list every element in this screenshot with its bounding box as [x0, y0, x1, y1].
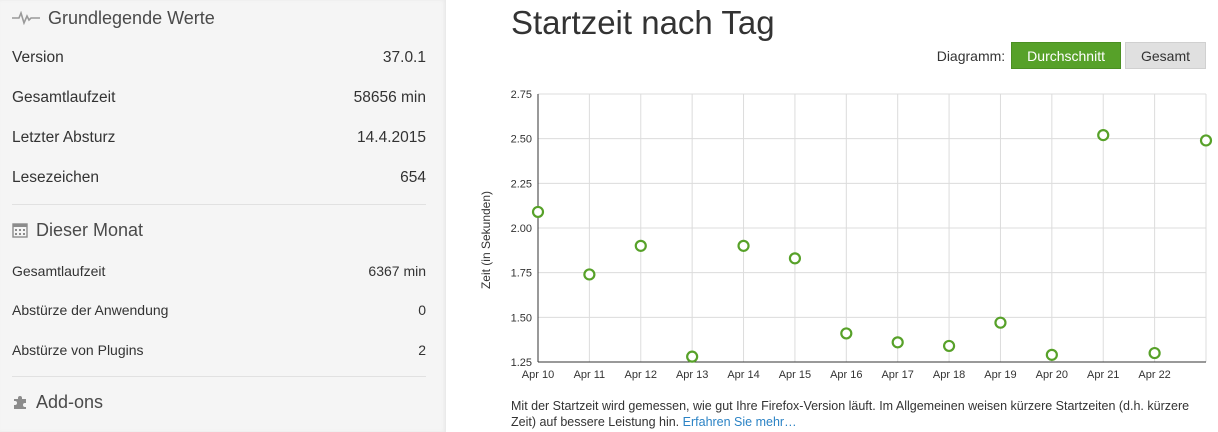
data-point: [788, 252, 802, 265]
calendar-icon: [12, 220, 42, 240]
average-button[interactable]: Durchschnitt: [1011, 42, 1121, 69]
stat-row-month-runtime: Gesamtlaufzeit 6367 min: [12, 260, 426, 282]
page-title: Startzeit nach Tag: [511, 4, 775, 41]
data-point: [1097, 128, 1110, 142]
startup-time-chart: 1.251.501.752.002.252.502.75 Apr 10 Apr 1…: [479, 89, 1213, 381]
x-tick-label: Apr 14: [727, 369, 759, 381]
stat-row-app-crashes: Abstürze der Anwendung 0: [12, 299, 426, 321]
x-tick-label: Apr 17: [881, 369, 913, 381]
section-addons[interactable]: Add-ons: [12, 389, 103, 415]
footnote-text: Mit der Startzeit wird gemessen, wie gut…: [511, 399, 1190, 429]
stat-row-version: Version 37.0.1: [12, 47, 426, 69]
sidebar: Grundlegende Werte Version 37.0.1 Gesamt…: [0, 0, 446, 432]
section-this-month: Dieser Monat: [12, 217, 143, 243]
stat-value: 0: [418, 302, 426, 318]
y-tick-label: 1.75: [511, 268, 532, 280]
stat-label: Letzter Absturz: [12, 129, 116, 146]
x-tick-label: Apr 11: [574, 369, 606, 381]
stat-label: Abstürze von Plugins: [12, 342, 144, 358]
data-point: [942, 339, 956, 353]
y-tick-label: 1.25: [511, 357, 532, 369]
data-point: [891, 336, 904, 349]
chart-points: [531, 128, 1213, 363]
x-tick-label: Apr 19: [984, 369, 1016, 381]
x-tick-label: Apr 13: [676, 369, 708, 381]
section-addons-title: Add-ons: [36, 391, 104, 412]
x-tick-label: Apr 10: [522, 369, 554, 381]
stat-row-total-runtime: Gesamtlaufzeit 58656 min: [12, 87, 426, 109]
stat-label: Gesamtlaufzeit: [12, 89, 116, 106]
x-tick-label: Apr 12: [625, 369, 657, 381]
x-tick-label: Apr 15: [779, 369, 811, 381]
stat-label: Version: [12, 49, 64, 66]
data-point: [634, 239, 647, 252]
x-axis-ticks: Apr 10 Apr 11 Apr 12 Apr 13 Apr 14 Apr 15 Apr …: [522, 369, 1171, 381]
x-tick-label: Apr 22: [1138, 369, 1170, 381]
data-point: [686, 350, 699, 363]
section-basic-values: Grundlegende Werte: [12, 5, 215, 31]
y-axis-ticks: 1.25 1.50 1.75 2.00 2.25 2.50 2.75: [511, 89, 532, 369]
stat-row-last-crash: Letzter Absturz 14.4.2015: [12, 127, 426, 149]
startup-footnote: Mit der Startzeit wird gemessen, wie gut…: [511, 398, 1211, 430]
y-tick-label: 2.25: [511, 178, 532, 190]
y-tick-label: 2.50: [511, 134, 532, 146]
data-point: [840, 327, 853, 340]
diagram-label: Diagramm:: [936, 47, 1006, 64]
diagram-switch: Diagramm: Durchschnitt Gesamt: [937, 42, 1206, 69]
stat-value: 37.0.1: [382, 49, 426, 66]
stat-label: Gesamtlaufzeit: [12, 263, 106, 279]
data-point: [531, 205, 545, 219]
puzzle-icon: [12, 392, 42, 412]
chart-grid: [537, 93, 1207, 363]
stat-value: 14.4.2015: [357, 129, 426, 146]
data-point: [1148, 346, 1161, 360]
stat-value: 654: [400, 169, 426, 186]
data-point: [583, 268, 596, 281]
stat-label: Abstürze der Anwendung: [12, 302, 169, 318]
x-tick-label: Apr 21: [1087, 369, 1119, 381]
data-point: [1199, 134, 1213, 147]
section-this-month-title: Dieser Monat: [36, 219, 144, 240]
stat-value: 2: [418, 342, 426, 358]
data-point: [1045, 348, 1058, 361]
learn-more-link[interactable]: Erfahren Sie mehr…: [682, 415, 797, 429]
y-axis-title: Zeit (in Sekunden): [479, 191, 493, 289]
x-tick-label: Apr 20: [1036, 369, 1068, 381]
stat-value: 58656 min: [353, 89, 426, 106]
divider: [12, 376, 426, 377]
stat-value: 6367 min: [368, 263, 426, 279]
data-point: [994, 316, 1007, 329]
x-tick-label: Apr 18: [933, 369, 965, 381]
section-basic-values-title: Grundlegende Werte: [48, 7, 215, 28]
total-button[interactable]: Gesamt: [1124, 42, 1206, 69]
divider: [12, 204, 426, 205]
stat-row-plugin-crashes: Abstürze von Plugins 2: [12, 339, 426, 361]
data-point: [737, 239, 750, 252]
x-tick-label: Apr 16: [830, 369, 862, 381]
y-tick-label: 2.75: [511, 89, 532, 101]
y-tick-label: 2.00: [511, 223, 532, 235]
stat-label: Lesezeichen: [12, 169, 100, 186]
heartbeat-icon: [12, 8, 42, 28]
stat-row-bookmarks: Lesezeichen 654: [12, 167, 426, 189]
y-tick-label: 1.50: [511, 312, 532, 324]
